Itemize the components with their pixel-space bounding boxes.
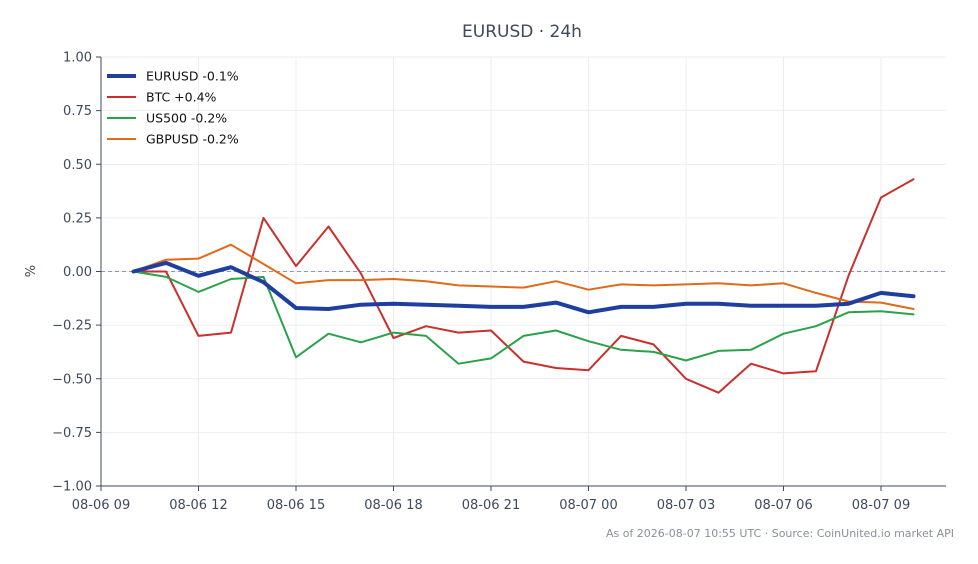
x-tick-label: 08-06 12 <box>169 498 227 513</box>
series-line-btc <box>132 178 915 394</box>
x-axis-ticks: 08-06 09 08-06 12 08-06 15 08-06 18 08-06 21… <box>72 486 910 513</box>
x-tick-label: 08-06 18 <box>364 498 422 513</box>
legend: EURUSD -0.1% BTC +0.4% US500 -0.2% GBPUSD -… <box>107 69 239 147</box>
x-tick-label: 08-07 09 <box>852 498 910 513</box>
x-tick-label: 08-06 21 <box>462 498 520 513</box>
chart-title: EURUSD · 24h <box>462 22 582 42</box>
x-tick-label: 08-07 00 <box>559 498 617 513</box>
y-tick-label: 0.25 <box>63 211 92 226</box>
y-tick-label: 0.00 <box>63 265 92 280</box>
series-lines <box>131 178 916 394</box>
y-tick-label: 0.75 <box>63 104 92 119</box>
y-tick-label: 1.00 <box>63 51 92 66</box>
y-tick-label: −0.50 <box>52 372 92 387</box>
source-footnote: As of 2026-08-07 10:55 UTC · Source: Coi… <box>606 527 954 540</box>
x-tick-label: 08-07 06 <box>754 498 812 513</box>
series-line-gbpusd <box>132 243 915 310</box>
y-tick-label: 0.50 <box>63 158 92 173</box>
legend-label-us500: US500 -0.2% <box>146 111 227 126</box>
x-tick-label: 08-06 15 <box>267 498 325 513</box>
y-tick-label: −0.25 <box>52 319 92 334</box>
x-tick-label: 08-07 03 <box>657 498 715 513</box>
series-line-eurusd <box>131 260 916 315</box>
y-axis-ticks: 1.00 0.75 0.50 0.25 0.00 −0.25 −0.50 −0.75 −1.00 <box>52 51 101 495</box>
y-axis-label: % <box>24 265 39 277</box>
x-tick-label: 08-06 09 <box>72 498 130 513</box>
y-tick-label: −0.75 <box>52 426 92 441</box>
y-tick-label: −1.00 <box>52 480 92 495</box>
series-line-us500 <box>132 270 915 365</box>
legend-label-gbpusd: GBPUSD -0.2% <box>146 132 239 147</box>
legend-label-btc: BTC +0.4% <box>146 90 217 105</box>
legend-label-eurusd: EURUSD -0.1% <box>146 69 239 84</box>
